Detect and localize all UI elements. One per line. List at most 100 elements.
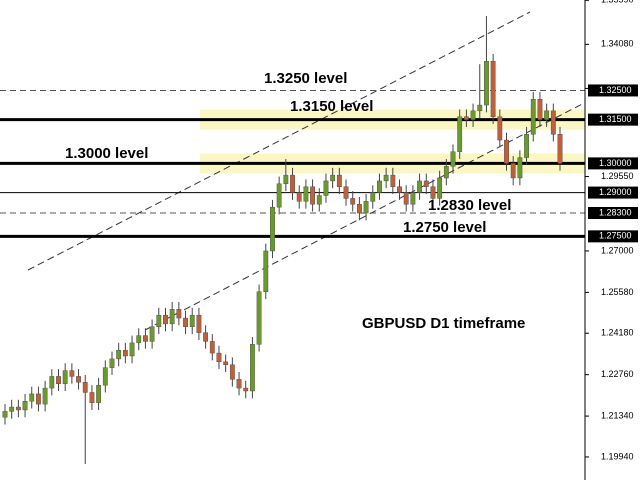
candle-body xyxy=(423,180,429,187)
candle-body xyxy=(256,291,262,345)
candle-body xyxy=(102,367,108,386)
candle-body xyxy=(443,166,449,179)
candles xyxy=(2,16,563,464)
candle-body xyxy=(183,317,188,328)
candle-body xyxy=(350,198,356,205)
candle-body xyxy=(270,206,275,252)
candle-body xyxy=(530,99,536,135)
candle-body xyxy=(116,349,122,360)
candle-body xyxy=(437,177,443,199)
candle-body xyxy=(537,99,543,120)
candle-body xyxy=(296,192,302,202)
candle-body xyxy=(370,192,376,202)
candle-body xyxy=(430,186,436,199)
candle-body xyxy=(544,110,550,120)
level-label-box xyxy=(588,230,638,243)
candle-body xyxy=(109,358,115,368)
level-label-box xyxy=(588,207,638,220)
candle-body xyxy=(377,180,382,193)
candle-body xyxy=(223,361,229,365)
level-label-box xyxy=(588,186,638,199)
y-tick-label: 1.34080 xyxy=(601,39,634,49)
candle-body xyxy=(209,341,215,354)
level-label: 1.31500 xyxy=(599,114,632,124)
candle-body xyxy=(89,392,95,403)
annotations: 1.3250 level 1.3150 level 1.3000 level 1… xyxy=(65,70,525,332)
level-label: 1.27500 xyxy=(599,231,632,241)
annotation: 1.2750 level xyxy=(403,219,486,236)
candle-body xyxy=(356,204,362,214)
annotation: 1.3250 level xyxy=(264,70,347,87)
candle-body xyxy=(403,192,409,205)
candle-body xyxy=(557,134,563,164)
annotation: 1.2830 level xyxy=(428,197,511,214)
candle-body xyxy=(343,186,349,199)
candle-body xyxy=(283,174,289,185)
candle-body xyxy=(397,186,402,193)
candle-body xyxy=(490,61,496,117)
y-tick-label: 1.22760 xyxy=(601,369,634,379)
channel-upper xyxy=(27,11,531,271)
annotation: 1.3150 level xyxy=(290,98,373,115)
chart-title: GBPUSD D1 timeframe xyxy=(362,315,525,332)
candle-body xyxy=(203,332,209,342)
level-label-box xyxy=(588,157,638,170)
y-tick-label: 1.29550 xyxy=(601,171,634,181)
candle-body xyxy=(504,139,509,164)
candle-body xyxy=(29,393,35,402)
candle-body xyxy=(56,376,61,384)
channel-lower xyxy=(144,99,591,331)
candle-body xyxy=(470,110,476,120)
candle-body xyxy=(76,376,81,383)
candle-body xyxy=(216,352,222,363)
candle-body xyxy=(276,183,282,208)
y-tick-label: 1.19940 xyxy=(601,451,634,461)
candle-body xyxy=(410,192,416,205)
candle-body xyxy=(290,174,295,193)
level-label: 1.32500 xyxy=(599,85,632,95)
candle-body xyxy=(417,180,422,193)
candle-body xyxy=(9,406,15,412)
y-tick-label: 1.27000 xyxy=(601,245,634,255)
candle-body xyxy=(2,411,8,418)
candle-body xyxy=(96,384,102,403)
level-labels: 1.32500 1.31500 1.30000 1.29000 1.28300 1.275… xyxy=(588,84,638,243)
y-tick-label: 1.35590 xyxy=(601,0,634,5)
candle-body xyxy=(497,116,503,141)
candle-body xyxy=(36,393,41,405)
candle-body xyxy=(236,379,242,389)
y-tick-label: 1.21340 xyxy=(601,410,634,420)
candle-body xyxy=(189,314,195,328)
candle-body xyxy=(510,163,516,179)
candle-body xyxy=(330,174,336,182)
level-label-box xyxy=(588,84,638,97)
candle-body xyxy=(517,157,523,179)
candle-body xyxy=(196,314,202,333)
candle-body xyxy=(149,326,155,342)
candle-body xyxy=(524,134,529,158)
y-tick-label: 1.24180 xyxy=(601,328,634,338)
candle-body xyxy=(550,110,556,135)
candle-body xyxy=(42,387,48,405)
candle-body xyxy=(383,174,389,182)
candle-body xyxy=(316,195,322,205)
candle-body xyxy=(243,387,249,392)
candle-body xyxy=(457,116,463,152)
y-tick-label: 1.25580 xyxy=(601,287,634,297)
candle-body xyxy=(336,174,342,187)
candle-body xyxy=(143,335,148,342)
candle-body xyxy=(477,104,483,112)
candle-body xyxy=(15,406,21,411)
level-label-box xyxy=(588,113,638,126)
candle-body xyxy=(49,376,55,389)
candle-body xyxy=(263,250,269,292)
candle-body xyxy=(323,180,329,196)
candle-body xyxy=(450,151,456,167)
candle-body xyxy=(122,349,128,357)
candle-body xyxy=(229,364,235,380)
candle-body xyxy=(484,61,489,106)
candle-body xyxy=(129,342,135,357)
candle-body xyxy=(169,309,175,325)
candle-body xyxy=(176,309,182,319)
